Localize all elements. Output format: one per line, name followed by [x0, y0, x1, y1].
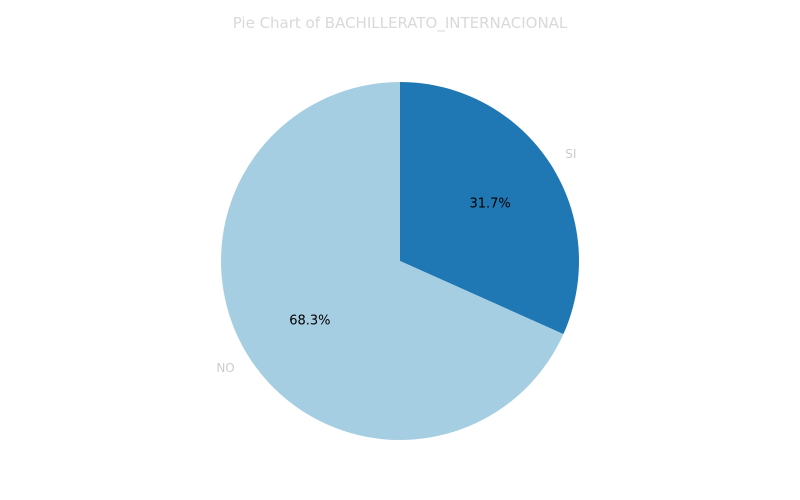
pie-labels: SI 31.7% NO 68.3%: [216, 147, 576, 375]
slice-label-si: SI: [565, 147, 576, 161]
slice-label-no: NO: [216, 361, 234, 375]
pct-label-no: 68.3%: [289, 313, 330, 328]
pie-slice-si: [400, 82, 579, 335]
chart-title: Pie Chart of BACHILLERATO_INTERNACIONAL: [233, 14, 568, 33]
pct-label-si: 31.7%: [469, 197, 510, 212]
pie-slices: [220, 82, 579, 440]
pie-slice-no: [220, 82, 564, 440]
